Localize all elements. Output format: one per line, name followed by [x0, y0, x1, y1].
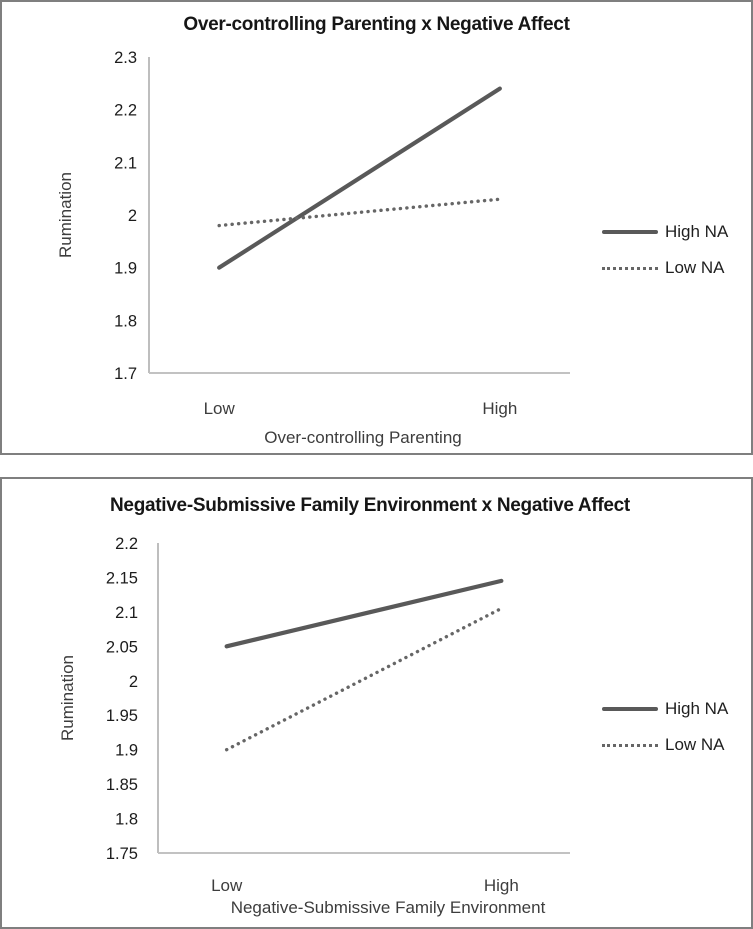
legend-item-low-na: Low NA [602, 735, 728, 755]
y-tick-label: 2.05 [106, 638, 138, 656]
legend-item-high-na: High NA [602, 222, 728, 242]
plot-area: 2.2 2.15 2.1 2.05 2 1.95 1.9 1.85 1.8 1.75 Low High [106, 535, 570, 895]
series-line-high-na [224, 578, 504, 649]
y-tick-label: 2.1 [115, 604, 138, 622]
x-category-label: Low [211, 876, 243, 895]
plot-area: 2.3 2.2 2.1 2 1.9 1.8 1.7 Low High [114, 49, 570, 418]
dotted-line-swatch [602, 743, 658, 747]
chart-title: Over-controlling Parenting x Negative Af… [183, 14, 570, 35]
y-tick-label: 2.15 [106, 569, 138, 587]
legend-item-low-na: Low NA [602, 258, 728, 278]
chart-panel-overcontrolling: Over-controlling Parenting x Negative Af… [0, 0, 753, 455]
y-tick-label: 2.1 [114, 154, 137, 172]
solid-line-swatch [602, 230, 658, 234]
y-tick-label: 1.9 [115, 742, 138, 760]
series-line-high-na [217, 86, 502, 270]
y-tick-label: 1.7 [114, 365, 137, 383]
legend-label: High NA [665, 222, 729, 241]
x-axis-title: Negative-Submissive Family Environment [230, 898, 546, 917]
y-tick-label: 2 [129, 673, 138, 691]
y-tick-label: 2.2 [114, 102, 137, 120]
x-axis-title: Over-controlling Parenting [264, 428, 462, 447]
legend: High NA Low NA [602, 222, 728, 294]
legend-item-high-na: High NA [602, 699, 728, 719]
y-tick-label: 1.75 [106, 845, 138, 863]
y-tick-label: 1.8 [115, 811, 138, 829]
legend-label: Low NA [665, 735, 725, 754]
legend-label: High NA [665, 699, 729, 718]
y-tick-label: 2.2 [115, 535, 138, 553]
chart-title: Negative-Submissive Family Environment x… [110, 495, 630, 516]
x-category-label: High [484, 876, 519, 895]
y-tick-label: 2.3 [114, 49, 137, 67]
dotted-line-swatch [602, 266, 658, 270]
y-tick-label: 1.95 [106, 707, 138, 725]
solid-line-swatch [602, 707, 658, 711]
chart-panel-negative-submissive: Negative-Submissive Family Environment x… [0, 477, 753, 929]
y-tick-label: 1.85 [106, 776, 138, 794]
legend-label: Low NA [665, 258, 725, 277]
y-tick-label: 1.8 [114, 312, 137, 330]
series-line-low-na [217, 197, 502, 228]
y-tick-label: 1.9 [114, 260, 137, 278]
x-category-label: High [482, 399, 517, 418]
x-category-label: Low [204, 399, 236, 418]
y-tick-label: 2 [128, 207, 137, 225]
legend: High NA Low NA [602, 699, 728, 771]
series-line-low-na [224, 606, 504, 752]
